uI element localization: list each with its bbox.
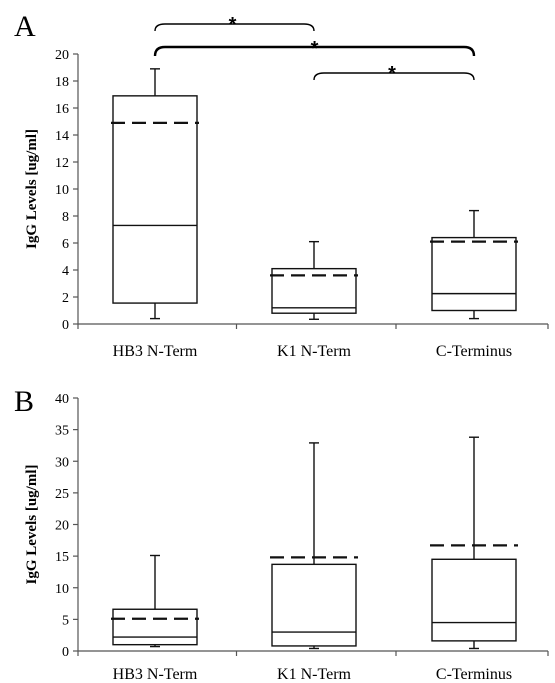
panel-letter: B [14,385,34,418]
significance-star: * [229,14,237,36]
y-tick-label: 18 [55,75,69,90]
y-tick-label: 0 [62,318,69,333]
y-tick-label: 20 [55,48,69,63]
y-tick-label: 15 [55,550,69,565]
y-tick-label: 12 [55,156,69,171]
y-tick-label: 35 [55,424,69,439]
y-tick-label: 16 [55,102,69,117]
panel-a: A 0 2 4 6 8 10 12 14 16 18 20 IgG Levels [ug/ml] HB3 … [14,10,549,360]
x-category-label: K1 N-Term [277,343,352,360]
box-3 [430,436,518,650]
box-3 [430,209,518,320]
y-tick-label: 30 [55,455,69,470]
x-category-label: K1 N-Term [277,666,352,683]
significance-bracket: * [153,38,476,60]
panel-b: B 0 5 10 15 20 25 30 35 40 IgG Levels [ug/ml] HB3 N… [14,385,549,683]
y-tick-label: 20 [55,519,69,534]
y-tick-label: 25 [55,487,69,502]
y-axis-label: IgG Levels [ug/ml] [24,465,40,585]
iqr-box [112,95,198,304]
box-2 [270,240,358,320]
x-category-label: HB3 N-Term [113,666,198,683]
significance-bracket: * [154,14,315,36]
y-tick-label: 8 [62,210,69,225]
iqr-box [112,608,198,646]
x-category-label: C-Terminus [436,666,512,683]
significance-star: * [311,38,319,60]
bracket-line [313,72,475,81]
iqr-box [431,558,517,642]
y-axis-label: IgG Levels [ug/ml] [24,129,40,249]
y-tick-label: 4 [62,264,69,279]
y-tick-label: 6 [62,237,69,252]
significance-star: * [388,63,396,85]
iqr-box [271,563,357,647]
y-tick-label: 0 [62,645,69,660]
box-1 [111,68,199,320]
box-1 [111,554,199,648]
y-tick-label: 40 [55,392,69,407]
bracket-line [153,45,476,57]
y-tick-label: 10 [55,183,69,198]
y-tick-label: 5 [62,613,69,628]
x-category-label: HB3 N-Term [113,343,198,360]
y-tick-label: 2 [62,291,69,306]
bracket-line [154,23,315,32]
iqr-box [431,236,517,312]
x-category-label: C-Terminus [436,343,512,360]
y-tick-label: 10 [55,582,69,597]
panel-letter: A [14,10,36,43]
significance-bracket: * [313,63,475,85]
y-tick-label: 14 [55,129,69,144]
box-2 [270,442,358,650]
